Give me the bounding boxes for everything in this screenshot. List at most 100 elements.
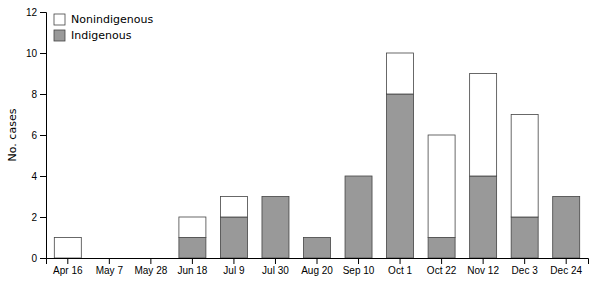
tick: Nov 12 <box>467 258 499 276</box>
tick: 4 <box>31 171 46 182</box>
tick: 0 <box>31 253 46 264</box>
tick: Sep 10 <box>343 258 375 276</box>
tick: Jun 18 <box>177 258 207 276</box>
tick-label: Jun 18 <box>177 265 207 276</box>
tick-mark <box>40 217 46 218</box>
bar <box>54 238 81 259</box>
tick-label: 4 <box>31 171 37 182</box>
bar <box>387 94 414 258</box>
tick: Oct 22 <box>427 258 457 276</box>
bar <box>96 258 123 259</box>
bar <box>179 238 206 259</box>
bar <box>304 238 331 259</box>
chart: Apr 16 May 7 May 28 Jun 18 Jul 9 Jul 30 Aug 20… <box>0 0 600 284</box>
x-axis: Apr 16 May 7 May 28 Jun 18 Jul 9 Jul 30 Aug 20… <box>47 258 589 276</box>
tick-mark <box>40 94 46 95</box>
tick-label: 10 <box>26 48 38 59</box>
bar <box>262 196 289 197</box>
tick-mark <box>192 258 193 264</box>
tick-mark <box>40 176 46 177</box>
tick-label: Sep 10 <box>343 265 375 276</box>
tick: 10 <box>26 48 46 59</box>
tick-label: Nov 12 <box>467 265 499 276</box>
bar <box>428 238 455 259</box>
bar <box>511 217 538 258</box>
tick-mark <box>524 258 525 264</box>
tick: 6 <box>31 130 46 141</box>
tick-mark <box>441 258 442 264</box>
tick-label: Oct 1 <box>388 265 412 276</box>
plot: Apr 16 May 7 May 28 Jun 18 Jul 9 Jul 30 Aug 20… <box>26 7 589 276</box>
bar <box>220 217 247 258</box>
tick-label: May 28 <box>134 265 167 276</box>
bar <box>220 197 247 218</box>
bar <box>470 74 497 177</box>
bar <box>137 258 164 259</box>
tick-mark <box>67 258 68 264</box>
tick-label: Oct 22 <box>427 265 457 276</box>
series <box>179 94 580 258</box>
tick-mark <box>40 135 46 136</box>
bar <box>345 176 372 177</box>
legend: NonindigenousIndigenous <box>54 13 153 42</box>
bar <box>179 217 206 238</box>
tick: Jul 30 <box>262 258 289 276</box>
tick-label: 8 <box>31 89 37 100</box>
axis-line <box>47 259 589 265</box>
bar <box>96 258 123 259</box>
tick-mark <box>400 258 401 264</box>
bar <box>428 135 455 238</box>
tick-mark <box>566 258 567 264</box>
bar <box>470 176 497 258</box>
tick: Dec 3 <box>512 258 539 276</box>
tick: 12 <box>26 7 46 18</box>
tick: Jul 9 <box>223 258 245 276</box>
axis-line <box>40 13 47 259</box>
y-axis: 0 2 4 6 8 10 12 <box>26 7 47 264</box>
axis-title: No. cases <box>6 108 19 161</box>
bar <box>262 197 289 259</box>
tick-mark <box>40 12 46 13</box>
bar <box>387 53 414 94</box>
bars <box>54 53 579 258</box>
tick-label: Dec 24 <box>550 265 582 276</box>
tick: 2 <box>31 212 46 223</box>
tick-mark <box>40 258 46 259</box>
tick-mark <box>358 258 359 264</box>
tick: May 7 <box>96 258 124 276</box>
tick-label: 12 <box>26 7 38 18</box>
tick-label: Jul 30 <box>262 265 289 276</box>
legend-swatch <box>54 14 65 25</box>
legend-swatch <box>54 30 65 41</box>
bar <box>511 115 538 218</box>
tick-label: Dec 3 <box>512 265 539 276</box>
tick-label: Jul 9 <box>223 265 245 276</box>
bar <box>345 176 372 258</box>
bar <box>553 196 580 197</box>
tick-label: 6 <box>31 130 37 141</box>
tick-mark <box>40 53 46 54</box>
tick: Dec 24 <box>550 258 582 276</box>
tick-mark <box>109 258 110 264</box>
tick: May 28 <box>134 258 167 276</box>
tick-mark <box>483 258 484 264</box>
tick-mark <box>150 258 151 264</box>
tick-label: 0 <box>31 253 37 264</box>
bar <box>553 197 580 259</box>
tick-label: May 7 <box>96 265 124 276</box>
tick: 8 <box>31 89 46 100</box>
bar <box>137 258 164 259</box>
tick-mark <box>317 258 318 264</box>
tick-label: Apr 16 <box>53 265 83 276</box>
series <box>54 53 538 258</box>
legend-label: Nonindigenous <box>71 13 153 26</box>
tick: Apr 16 <box>53 258 83 276</box>
bar <box>304 237 331 238</box>
tick: Oct 1 <box>388 258 412 276</box>
tick-mark <box>233 258 234 264</box>
tick-label: Aug 20 <box>301 265 333 276</box>
tick-label: 2 <box>31 212 37 223</box>
legend-item: Nonindigenous <box>54 13 153 26</box>
tick: Aug 20 <box>301 258 333 276</box>
tick-mark <box>275 258 276 264</box>
